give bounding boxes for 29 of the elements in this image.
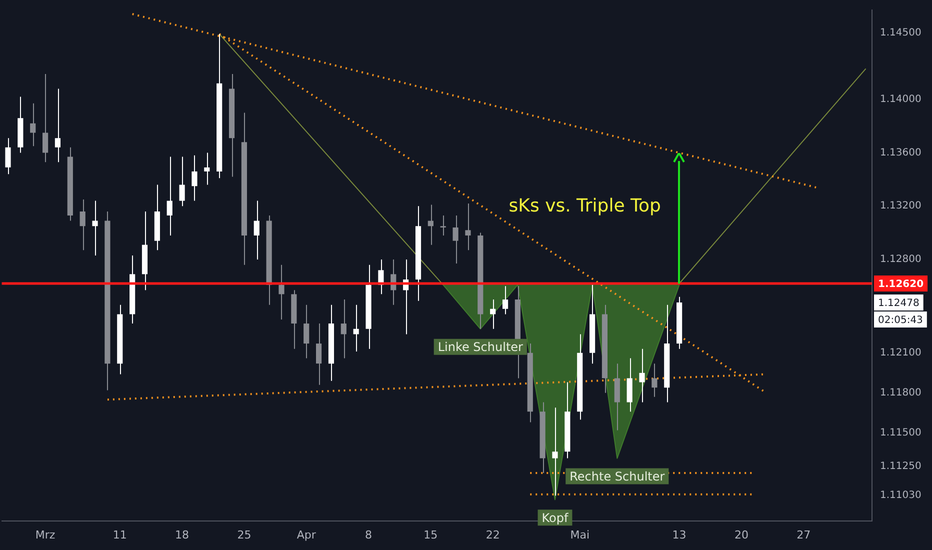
x-tick-label: 15 [424, 528, 438, 542]
text: 02:05:43 [878, 315, 923, 326]
x-tick-label: Mai [570, 528, 590, 542]
y-tick-label: 1.11030 [880, 490, 922, 502]
x-tick-label: 27 [796, 528, 811, 542]
x-tick-label: 8 [365, 528, 372, 542]
y-tick-label: 1.11250 [880, 460, 922, 472]
x-tick-label: 25 [237, 528, 252, 542]
y-tick-label: 1.11800 [880, 388, 922, 399]
x-tick-label: 18 [175, 528, 190, 542]
y-tick-label: 1.12800 [880, 254, 922, 266]
ref-line-label: 1.12620 [878, 279, 924, 290]
annotation: Linke Schulter [438, 340, 524, 354]
y-tick-label: 1.12100 [880, 347, 922, 358]
x-tick-label: 22 [486, 528, 500, 542]
x-tick-label: Mrz [35, 528, 56, 542]
y-tick-label: 1.13200 [880, 200, 922, 212]
x-tick-label: 11 [112, 528, 127, 542]
y-tick-label: 1.14500 [880, 27, 922, 38]
y-tick-label: 1.13600 [880, 147, 922, 158]
y-tick-label: 1.14000 [880, 94, 922, 105]
annotation: Rechte Schulter [570, 469, 665, 484]
annotation: sKs vs. Triple Top [508, 195, 661, 216]
text: 1.12478 [878, 298, 920, 310]
x-tick-label: Apr [296, 528, 316, 542]
x-tick-label: 13 [672, 528, 686, 542]
annotation: Kopf [542, 510, 569, 525]
x-tick-label: 20 [734, 528, 748, 542]
y-tick-label: 1.11500 [880, 428, 922, 439]
